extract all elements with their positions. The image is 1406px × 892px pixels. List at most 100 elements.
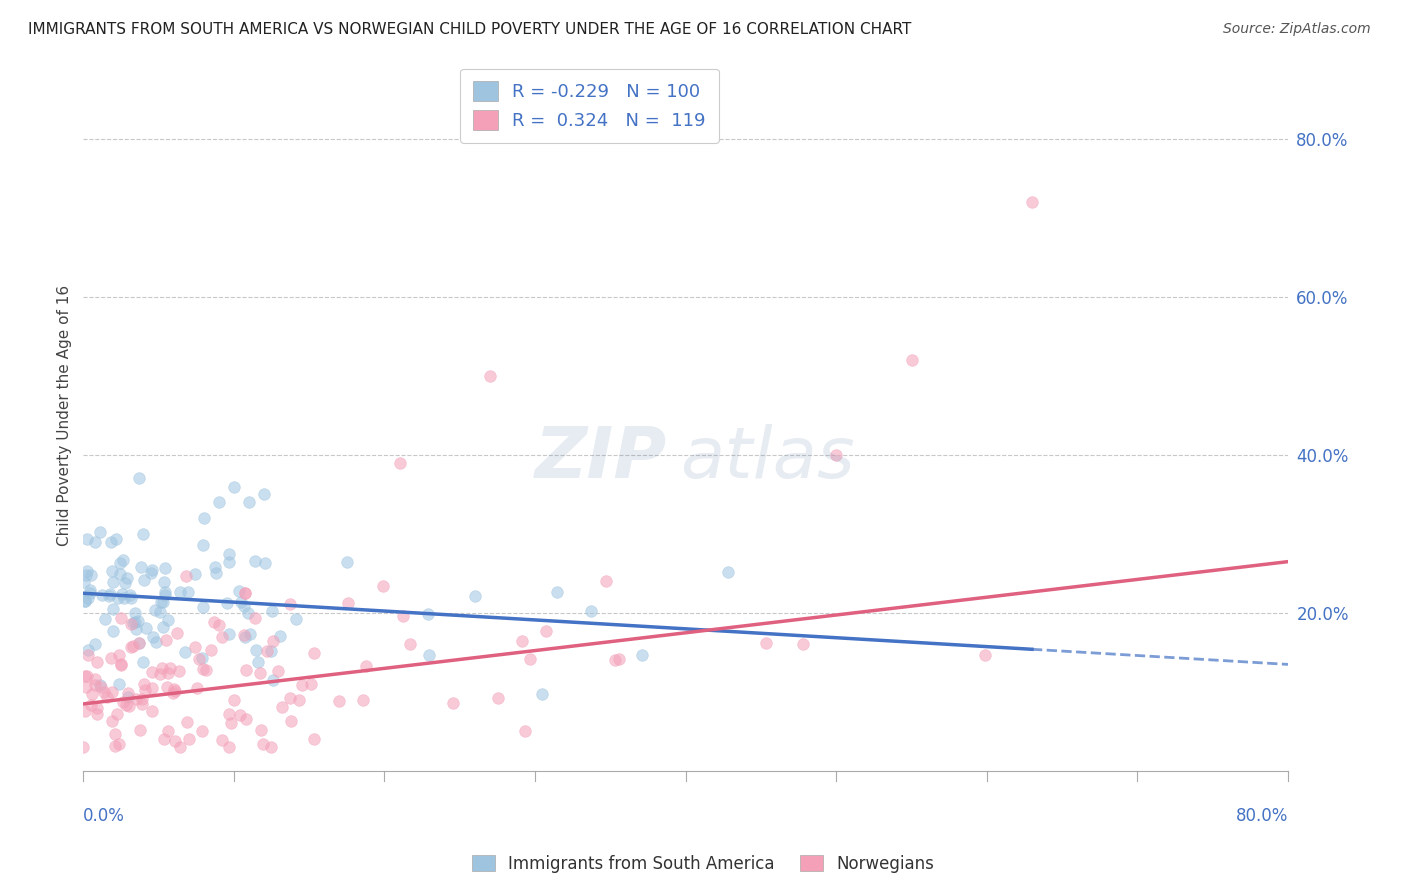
Point — [233, 586, 256, 600]
Point — [152, 595, 174, 609]
Point — [515, 724, 537, 739]
Point — [218, 627, 240, 641]
Point — [84, 535, 107, 549]
Text: 0.0%: 0.0% — [83, 806, 125, 825]
Point — [105, 532, 128, 546]
Point — [211, 630, 233, 644]
Point — [304, 731, 326, 746]
Point — [75, 594, 97, 608]
Point — [184, 566, 207, 581]
Point — [262, 604, 284, 618]
Point — [114, 576, 136, 591]
Point — [163, 683, 186, 698]
Point — [208, 495, 231, 509]
Point — [129, 560, 152, 574]
Text: ZIP: ZIP — [536, 424, 668, 492]
Point — [398, 637, 420, 651]
Point — [253, 556, 276, 570]
Point — [174, 569, 197, 583]
Point — [464, 589, 486, 603]
Point — [235, 664, 257, 678]
Point — [191, 662, 214, 676]
Point — [141, 681, 163, 695]
Point — [128, 636, 150, 650]
Point — [76, 565, 98, 579]
Point — [233, 586, 256, 600]
Point — [80, 698, 103, 713]
Point — [595, 574, 617, 588]
Point — [83, 637, 105, 651]
Point — [825, 448, 848, 462]
Point — [115, 698, 138, 713]
Point — [115, 571, 138, 585]
Legend: Immigrants from South America, Norwegians: Immigrants from South America, Norwegian… — [465, 848, 941, 880]
Point — [152, 620, 174, 634]
Point — [141, 704, 163, 718]
Point — [222, 693, 245, 707]
Point — [132, 655, 155, 669]
Point — [76, 532, 98, 546]
Point — [93, 684, 115, 698]
Point — [149, 605, 172, 619]
Point — [184, 640, 207, 655]
Point — [191, 723, 214, 738]
Point — [134, 677, 156, 691]
Point — [117, 690, 139, 704]
Point — [302, 646, 325, 660]
Point — [252, 737, 274, 751]
Point — [243, 554, 266, 568]
Point — [79, 583, 101, 598]
Point — [101, 714, 124, 728]
Point — [256, 644, 278, 658]
Point — [204, 566, 226, 581]
Point — [121, 639, 143, 653]
Point — [120, 591, 142, 606]
Point — [280, 714, 302, 728]
Point — [124, 615, 146, 630]
Text: atlas: atlas — [679, 424, 855, 492]
Point — [101, 624, 124, 638]
Point — [83, 678, 105, 692]
Point — [110, 556, 132, 570]
Point — [82, 687, 104, 701]
Point — [79, 586, 101, 600]
Point — [75, 568, 97, 582]
Point — [76, 648, 98, 662]
Point — [111, 587, 134, 601]
Point — [260, 740, 283, 755]
Point — [211, 733, 233, 747]
Point — [96, 690, 118, 704]
Point — [253, 487, 276, 501]
Point — [141, 563, 163, 577]
Point — [247, 656, 270, 670]
Point — [218, 555, 240, 569]
Point — [169, 664, 191, 678]
Point — [90, 680, 112, 694]
Point — [153, 574, 176, 589]
Point — [202, 615, 225, 630]
Point — [131, 698, 153, 712]
Point — [153, 560, 176, 574]
Point — [531, 687, 554, 701]
Point — [245, 643, 267, 657]
Point — [104, 739, 127, 754]
Point — [150, 595, 173, 609]
Point — [150, 661, 173, 675]
Point — [75, 593, 97, 607]
Point — [75, 680, 97, 694]
Point — [510, 633, 533, 648]
Point — [233, 628, 256, 642]
Point — [416, 607, 439, 621]
Point — [218, 706, 240, 721]
Point — [112, 552, 135, 566]
Point — [222, 479, 245, 493]
Point — [269, 629, 291, 643]
Point — [76, 643, 98, 657]
Point — [93, 612, 115, 626]
Point — [98, 587, 121, 601]
Point — [238, 607, 260, 621]
Point — [218, 547, 240, 561]
Point — [125, 622, 148, 636]
Point — [243, 611, 266, 625]
Text: 80.0%: 80.0% — [1236, 806, 1288, 825]
